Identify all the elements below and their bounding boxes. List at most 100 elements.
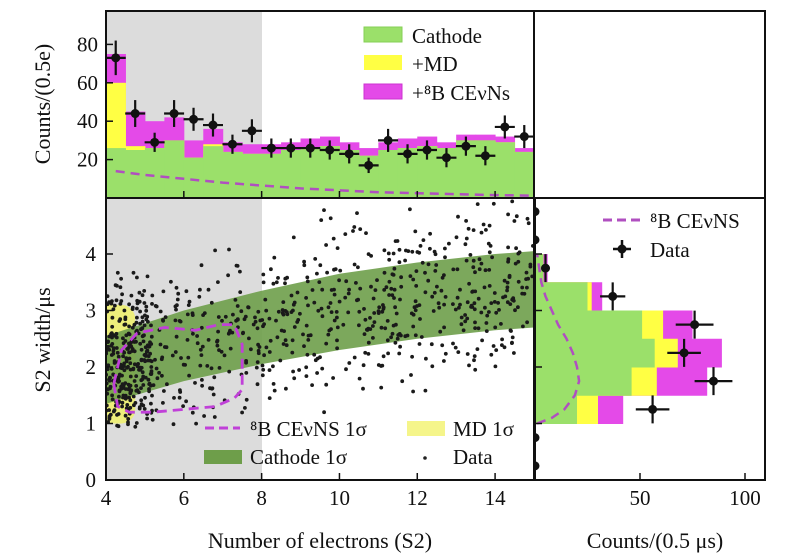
scatter-point: [413, 308, 418, 313]
side-cevns-dashed-line: [535, 253, 581, 425]
scatter-point: [242, 317, 247, 322]
marker: [227, 139, 237, 149]
scatter-point: [174, 285, 179, 290]
scatter-point: [145, 274, 150, 279]
scatter-point: [227, 369, 232, 374]
scatter-legend: ⁸B CEνNS 1σ MD 1σ Cathode 1σ Data: [204, 417, 514, 469]
scatter-point: [128, 361, 133, 366]
scatter-point: [144, 304, 149, 309]
scatter-point: [249, 347, 253, 352]
scatter-point: [324, 243, 328, 247]
side-data-point: [667, 338, 701, 367]
scatter-point: [492, 300, 497, 304]
scatter-point: [121, 341, 126, 346]
side-histogram-panel: ⁸B CEνNS Data 50 100: [534, 197, 766, 510]
scatter-point: [302, 259, 306, 264]
scatter-point: [260, 373, 265, 378]
top-data-point: [514, 125, 535, 149]
scatter-point: [115, 270, 120, 275]
scatter-point: [413, 229, 418, 234]
y-tick-label: 2: [86, 355, 97, 379]
scatter-point: [414, 269, 419, 273]
scatter-point: [415, 304, 419, 308]
scatter-point: [352, 355, 357, 360]
scatter-point: [143, 313, 147, 318]
x-tick-label: 10: [329, 486, 350, 510]
top-data-point: [105, 40, 126, 76]
scatter-point: [472, 358, 476, 363]
scatter-point: [120, 292, 124, 297]
scatter-point: [114, 335, 119, 340]
top-legend: Cathode +MD +⁸B CEνNs: [363, 24, 510, 105]
scatter-point: [305, 352, 310, 357]
top-data-point: [475, 146, 496, 166]
scatter-point: [516, 251, 521, 256]
side-data-point: [694, 367, 733, 396]
scatter-point: [319, 218, 324, 223]
scatter-point: [244, 360, 249, 365]
scatter-point: [337, 299, 342, 304]
scatter-point: [352, 225, 357, 229]
scatter-point: [163, 315, 168, 319]
scatter-point: [413, 299, 418, 304]
scatter-point: [476, 296, 481, 301]
scatter-point: [278, 358, 283, 363]
scatter-point: [154, 366, 159, 371]
scatter-point: [430, 364, 435, 369]
scatter-point: [394, 311, 399, 316]
scatter-point: [357, 323, 361, 328]
scatter-point: [487, 268, 492, 272]
scatter-point: [227, 247, 231, 252]
scatter-point: [149, 323, 153, 328]
scatter-point: [142, 301, 147, 305]
scatter-point: [443, 246, 447, 251]
scatter-point: [122, 361, 127, 366]
scatter-point: [264, 308, 269, 313]
scatter-point: [158, 309, 163, 314]
marker: [461, 141, 471, 151]
scatter-point: [267, 396, 272, 400]
scatter-point: [516, 305, 520, 310]
scatter-point: [471, 289, 475, 294]
main-x-axis-title: Number of electrons (S2): [208, 528, 432, 553]
scatter-point: [505, 285, 510, 290]
scatter-point: [451, 267, 456, 272]
scatter-point: [391, 273, 396, 277]
top-bar-cathode: [261, 153, 282, 198]
scatter-point: [116, 424, 121, 429]
scatter-point: [274, 318, 278, 323]
scatter-point: [191, 331, 195, 336]
scatter-point: [121, 395, 125, 400]
scatter-point: [405, 333, 410, 338]
scatter-point: [162, 389, 166, 393]
scatter-point: [117, 394, 121, 399]
scatter-point: [108, 384, 113, 389]
scatter-point: [146, 377, 151, 382]
scatter-point: [107, 415, 112, 420]
bottom-y-axis-title: S2 width/μs: [30, 287, 55, 392]
scatter-point: [198, 287, 202, 292]
scatter-point: [477, 257, 482, 262]
scatter-point: [199, 325, 204, 330]
side-data-point: [675, 310, 714, 339]
scatter-point: [369, 284, 373, 289]
scatter-point: [281, 300, 286, 304]
scatter-point: [205, 364, 210, 368]
scatter-point: [528, 264, 533, 269]
side-data-point: [541, 254, 550, 283]
scatter-point: [158, 342, 163, 347]
legend-label-cevns: +⁸B CEνNs: [412, 81, 510, 105]
top-data-point: [261, 138, 282, 158]
scatter-point: [409, 373, 413, 377]
scatter-point: [119, 384, 123, 389]
scatter-point: [439, 288, 444, 293]
scatter-point: [195, 334, 200, 338]
scatter-point: [473, 320, 477, 325]
scatter-point: [134, 388, 139, 393]
scatter-point: [502, 345, 507, 350]
scatter-point: [428, 246, 432, 251]
scatter-point: [381, 354, 386, 359]
marker: [247, 126, 257, 136]
top-bar-cathode: [242, 153, 263, 198]
scatter-point: [253, 319, 258, 324]
